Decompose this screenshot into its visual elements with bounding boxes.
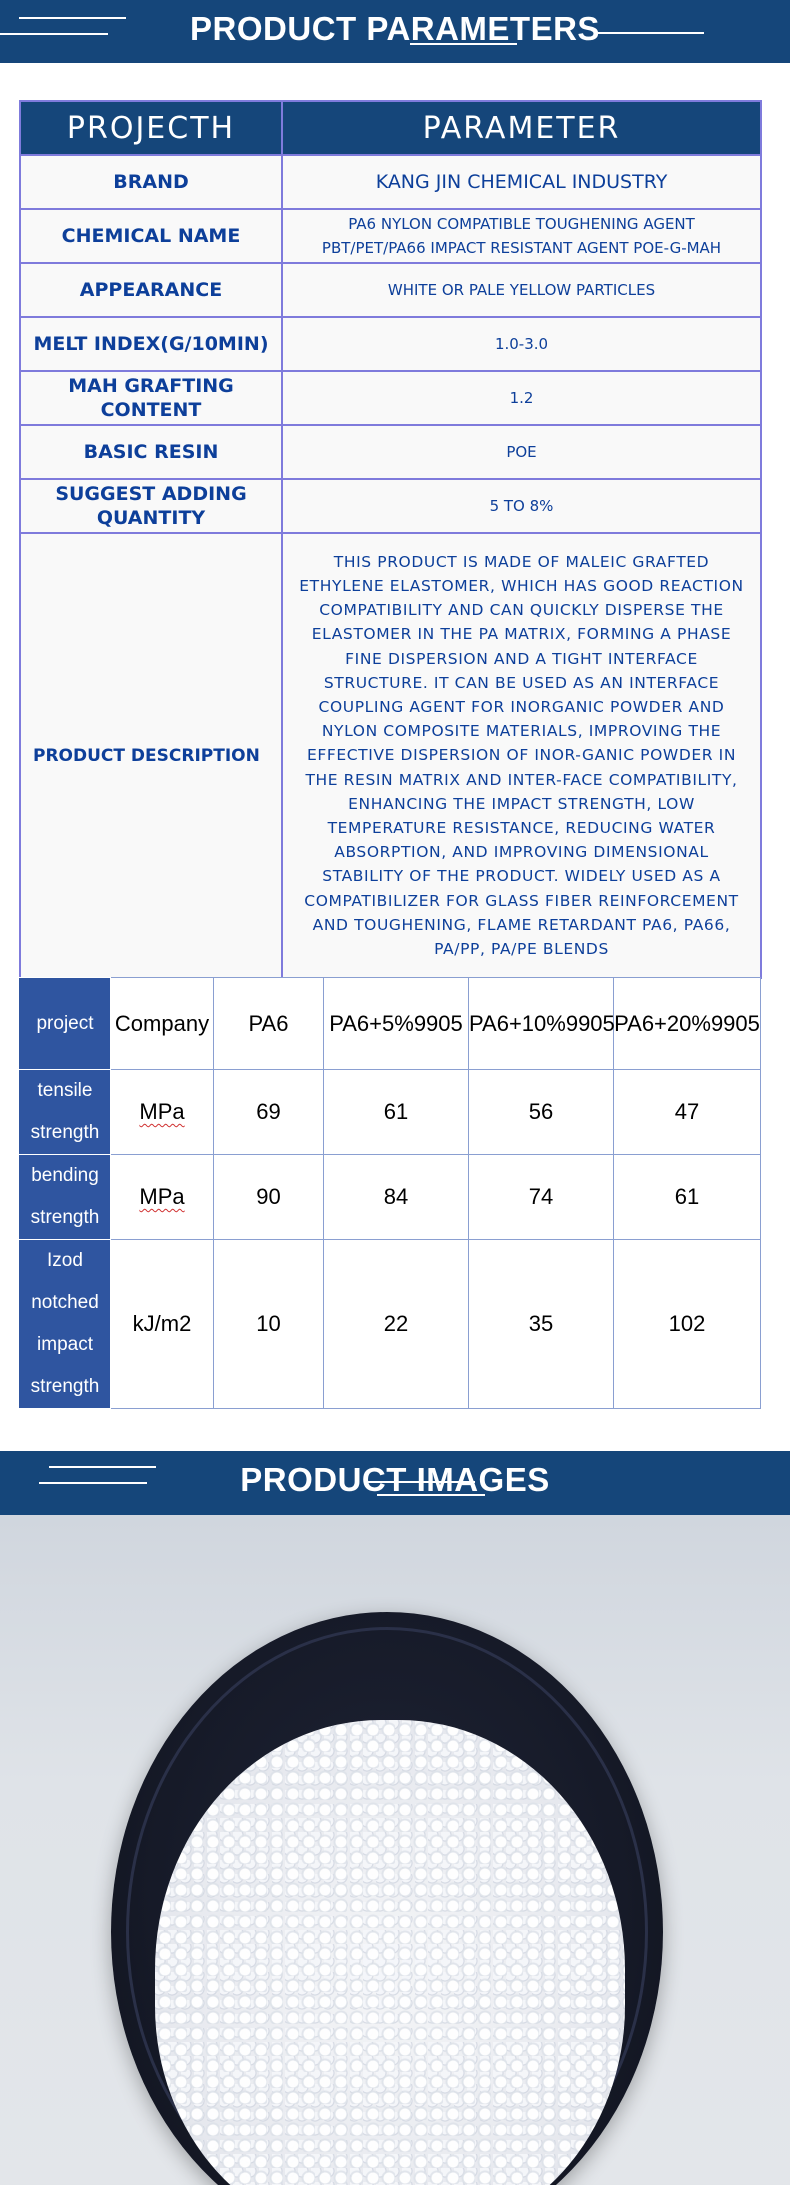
table-row: Izod notched impact strength kJ/m2 10 22… bbox=[19, 1239, 761, 1409]
column-header: PA6 bbox=[213, 977, 324, 1070]
property-label: tensile strength bbox=[19, 1069, 111, 1155]
section-header-images: PRODUCT IMAGES bbox=[0, 1451, 790, 1515]
value-cell: 61 bbox=[613, 1154, 761, 1240]
value-cell: 22 bbox=[323, 1239, 469, 1409]
table-row: SUGGEST ADDING QUANTITY 5 TO 8% bbox=[19, 478, 762, 534]
row-label: BRAND bbox=[19, 154, 283, 210]
row-value: WHITE OR PALE YELLOW PARTICLES bbox=[281, 262, 762, 318]
table-row: MELT INDEX(G/10MIN) 1.0-3.0 bbox=[19, 316, 762, 372]
row-label: BASIC RESIN bbox=[19, 424, 283, 480]
value-cell: 47 bbox=[613, 1069, 761, 1155]
decor-line bbox=[39, 1482, 147, 1484]
row-value: 5 TO 8% bbox=[281, 478, 762, 534]
parameters-table: PROJECTH PARAMETER BRAND KANG JIN CHEMIC… bbox=[19, 100, 762, 979]
decor-line bbox=[49, 1466, 156, 1468]
value-cell: 10 bbox=[213, 1239, 324, 1409]
table-row: BASIC RESIN POE bbox=[19, 424, 762, 480]
value-cell: 74 bbox=[468, 1154, 614, 1240]
decor-line bbox=[368, 1481, 475, 1483]
value-cell: 35 bbox=[468, 1239, 614, 1409]
section-title: PRODUCT IMAGES bbox=[240, 1461, 550, 1498]
value-line: PA6 NYLON COMPATIBLE TOUGHENING AGENT bbox=[348, 215, 695, 233]
product-description: THIS PRODUCT IS MADE OF MALEIC GRAFTED E… bbox=[281, 532, 762, 979]
row-value: PA6 NYLON COMPATIBLE TOUGHENING AGENT PB… bbox=[281, 208, 762, 264]
product-image bbox=[0, 1515, 790, 2185]
decor-line bbox=[377, 1494, 485, 1496]
column-header: Company bbox=[110, 977, 214, 1070]
bowl-rim bbox=[126, 1627, 648, 2185]
table-row: APPEARANCE WHITE OR PALE YELLOW PARTICLE… bbox=[19, 262, 762, 318]
row-label: PRODUCT DESCRIPTION bbox=[19, 532, 283, 979]
column-header: PA6+5%9905 bbox=[323, 977, 469, 1070]
column-header: PA6+10%9905 bbox=[468, 977, 615, 1070]
decor-line bbox=[0, 33, 108, 35]
row-value: KANG JIN CHEMICAL INDUSTRY bbox=[281, 154, 762, 210]
value-cell: 56 bbox=[468, 1069, 614, 1155]
unit-cell: kJ/m2 bbox=[110, 1239, 214, 1409]
value-cell: 102 bbox=[613, 1239, 761, 1409]
row-value: POE bbox=[281, 424, 762, 480]
property-label: bending strength bbox=[19, 1154, 111, 1240]
table-row: tensile strength MPa 69 61 56 47 bbox=[19, 1069, 761, 1155]
value-cell: 61 bbox=[323, 1069, 469, 1155]
property-label: Izod notched impact strength bbox=[19, 1239, 111, 1409]
row-label: MELT INDEX(G/10MIN) bbox=[19, 316, 283, 372]
section-title: PRODUCT PARAMETERS bbox=[190, 10, 600, 47]
unit-text: MPa bbox=[139, 1099, 185, 1124]
column-header-parameter: PARAMETER bbox=[281, 100, 762, 156]
decor-line bbox=[19, 17, 126, 19]
unit-cell: MPa bbox=[110, 1069, 214, 1155]
value-line: PBT/PET/PA66 IMPACT RESISTANT AGENT POE-… bbox=[321, 239, 722, 257]
pellets bbox=[155, 1720, 625, 2185]
row-label: SUGGEST ADDING QUANTITY bbox=[19, 478, 283, 534]
performance-table: project Company PA6 PA6+5%9905 PA6+10%99… bbox=[19, 977, 761, 1409]
column-header-project: PROJECTH bbox=[19, 100, 283, 156]
column-header: PA6+20%9905 bbox=[613, 977, 761, 1070]
row-value: 1.0-3.0 bbox=[281, 316, 762, 372]
table-row: bending strength MPa 90 84 74 61 bbox=[19, 1154, 761, 1240]
unit-cell: MPa bbox=[110, 1154, 214, 1240]
decor-line bbox=[596, 32, 704, 34]
row-value: 1.2 bbox=[281, 370, 762, 426]
decor-line bbox=[410, 43, 517, 45]
row-label: APPEARANCE bbox=[19, 262, 283, 318]
unit-text: MPa bbox=[139, 1184, 185, 1209]
table-header-row: project Company PA6 PA6+5%9905 PA6+10%99… bbox=[19, 977, 761, 1070]
value-cell: 84 bbox=[323, 1154, 469, 1240]
section-header-parameters: PRODUCT PARAMETERS bbox=[0, 0, 790, 63]
row-label: CHEMICAL NAME bbox=[19, 208, 283, 264]
value-cell: 69 bbox=[213, 1069, 324, 1155]
table-row: MAH GRAFTING CONTENT 1.2 bbox=[19, 370, 762, 426]
table-row-description: PRODUCT DESCRIPTION THIS PRODUCT IS MADE… bbox=[19, 532, 762, 979]
column-header: project bbox=[19, 977, 111, 1070]
row-label: MAH GRAFTING CONTENT bbox=[19, 370, 283, 426]
value-cell: 90 bbox=[213, 1154, 324, 1240]
table-row: CHEMICAL NAME PA6 NYLON COMPATIBLE TOUGH… bbox=[19, 208, 762, 264]
table-row: BRAND KANG JIN CHEMICAL INDUSTRY bbox=[19, 154, 762, 210]
